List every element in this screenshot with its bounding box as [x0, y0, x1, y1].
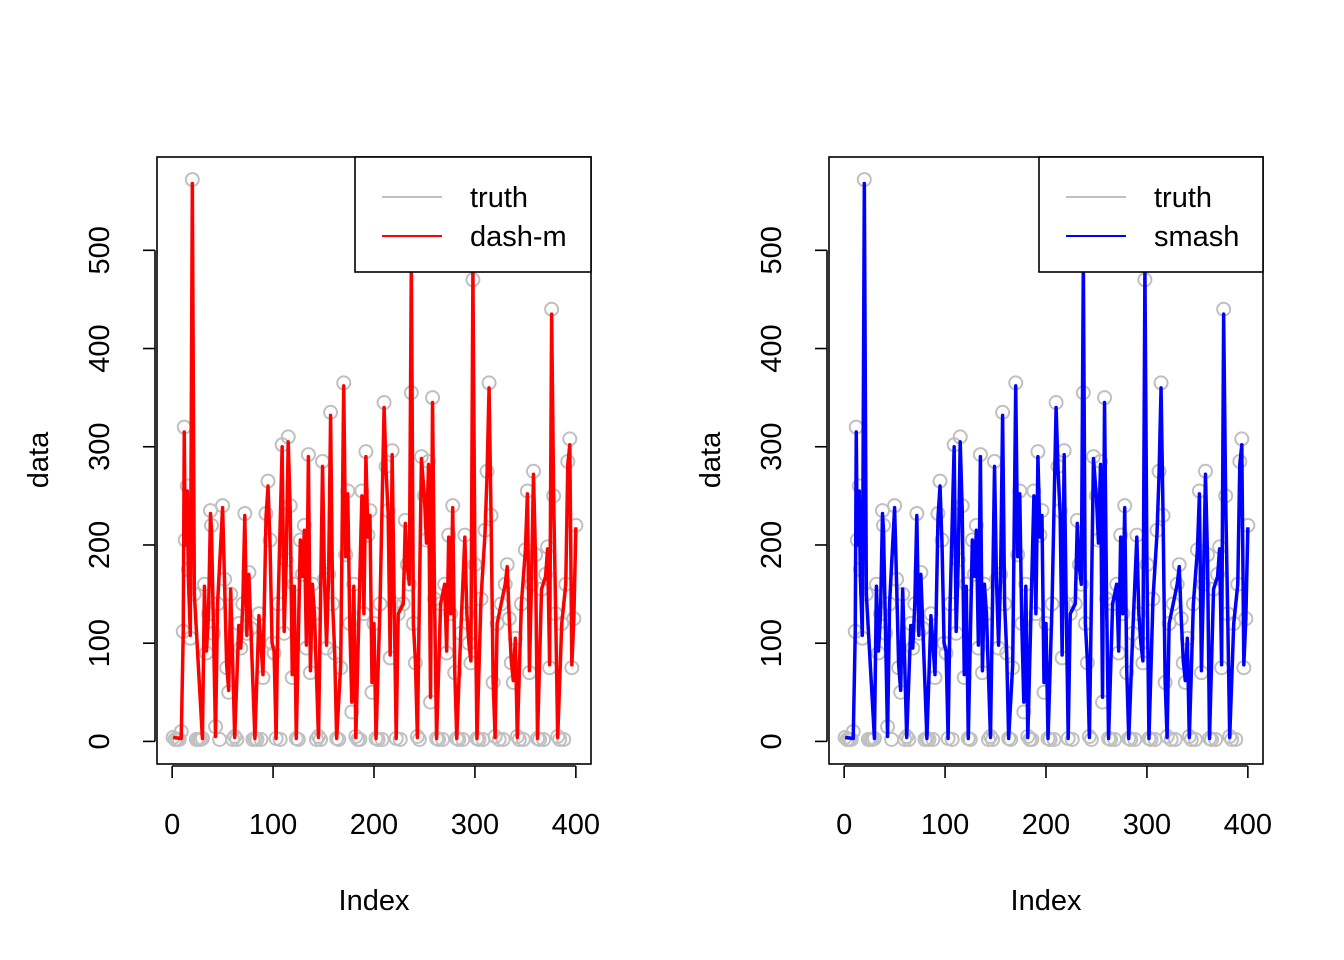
left-truth-point — [451, 731, 467, 747]
left-truth-point — [245, 731, 261, 747]
left-x-axis-title: Index — [339, 885, 410, 917]
left-truth-point — [370, 731, 386, 747]
right-estimate-line — [844, 181, 1250, 741]
right-truth-point — [897, 731, 913, 747]
left-truth-point — [171, 731, 187, 747]
left-y-tick-label: 0 — [84, 733, 116, 749]
left-legend: truth dash-m — [354, 156, 592, 273]
right-truth-point — [1123, 731, 1139, 747]
left-y-tick-label: 100 — [84, 619, 116, 667]
left-y-tick-label: 500 — [84, 226, 116, 274]
right-truth-point — [921, 731, 937, 747]
right-y-tick-label: 100 — [756, 619, 788, 667]
left-legend-box — [354, 156, 592, 273]
left-legend-label-truth: truth — [470, 182, 528, 214]
left-truth-point — [308, 731, 324, 747]
left-legend-label-estimate: dash-m — [470, 221, 567, 253]
right-legend-box — [1038, 156, 1264, 273]
right-truth-point — [901, 731, 917, 747]
left-truth-point — [352, 731, 368, 747]
right-truth-point — [1187, 731, 1203, 747]
left-x-tick-label: 0 — [164, 809, 180, 841]
left-truth-point — [511, 731, 527, 747]
left-x-tick-label: 100 — [249, 809, 297, 841]
right-truth-point — [985, 731, 1001, 747]
right-axes: 0 100 200 300 400 0 100 200 300 400 500 — [756, 226, 1272, 841]
right-plot-marks — [837, 172, 1256, 747]
left-truth-point — [552, 731, 568, 747]
left-truth-point — [229, 731, 245, 747]
left-x-tick-label: 400 — [552, 809, 600, 841]
left-y-tick-label: 300 — [84, 423, 116, 471]
right-y-tick-label: 400 — [756, 324, 788, 372]
right-truth-point — [1143, 731, 1159, 747]
right-truth-point — [944, 731, 960, 747]
left-estimate-line — [172, 181, 578, 741]
right-truth-point — [1103, 731, 1119, 747]
right-truth-point — [1064, 731, 1080, 747]
right-truth-point — [1204, 731, 1220, 747]
right-truth-point — [843, 731, 859, 747]
left-truth-point — [495, 731, 511, 747]
right-panel: 0 100 200 300 400 0 100 200 300 400 500 truth smas… — [695, 156, 1272, 917]
right-legend-label-estimate: smash — [1154, 221, 1239, 253]
right-truth-point — [980, 731, 996, 747]
left-axes: 0 100 200 300 400 0 100 200 300 400 500 — [84, 226, 600, 841]
right-x-axis-title: Index — [1011, 885, 1082, 917]
left-truth-point — [344, 704, 360, 720]
right-truth-point — [1024, 731, 1040, 747]
left-truth-point — [272, 731, 288, 747]
right-y-axis-title: data — [695, 431, 727, 488]
left-y-tick-label: 200 — [84, 521, 116, 569]
left-x-tick-label: 200 — [350, 809, 398, 841]
left-x-tick-label: 300 — [451, 809, 499, 841]
left-truth-point — [491, 731, 507, 747]
left-truth-point — [431, 731, 447, 747]
right-x-tick-label: 200 — [1022, 809, 1070, 841]
right-truth-point — [1083, 731, 1099, 747]
right-legend-label-truth: truth — [1154, 182, 1212, 214]
left-truth-point — [225, 731, 241, 747]
left-plot-marks — [165, 172, 584, 747]
right-x-tick-label: 300 — [1123, 809, 1171, 841]
right-truth-point — [1228, 731, 1244, 747]
right-truth-point — [1183, 731, 1199, 747]
left-truth-point — [515, 731, 531, 747]
right-truth-point — [962, 731, 978, 747]
left-truth-point — [532, 731, 548, 747]
right-x-tick-label: 400 — [1224, 809, 1272, 841]
left-panel: 0 100 200 300 400 0 100 200 300 400 500 truth dash… — [23, 156, 600, 917]
right-y-tick-label: 200 — [756, 521, 788, 569]
right-truth-point — [1016, 704, 1032, 720]
right-x-tick-label: 0 — [836, 809, 852, 841]
right-truth-point — [1163, 731, 1179, 747]
left-truth-point — [313, 731, 329, 747]
right-legend: truth smash — [1038, 156, 1264, 273]
right-truth-point — [1167, 731, 1183, 747]
left-truth-point — [290, 731, 306, 747]
right-truth-point — [1224, 731, 1240, 747]
right-y-tick-label: 0 — [756, 733, 788, 749]
left-y-axis-title: data — [23, 431, 55, 488]
right-y-tick-label: 300 — [756, 423, 788, 471]
left-truth-point — [411, 731, 427, 747]
right-y-tick-label: 500 — [756, 226, 788, 274]
right-x-tick-label: 100 — [921, 809, 969, 841]
right-truth-point — [917, 731, 933, 747]
right-truth-point — [1042, 731, 1058, 747]
left-truth-point — [392, 731, 408, 747]
left-y-tick-label: 400 — [84, 324, 116, 372]
left-truth-point — [471, 731, 487, 747]
left-truth-point — [556, 731, 572, 747]
left-truth-point — [249, 731, 265, 747]
